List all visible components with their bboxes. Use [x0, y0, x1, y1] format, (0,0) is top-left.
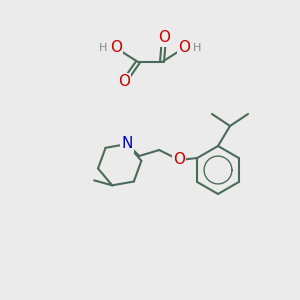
- Text: O: O: [158, 31, 170, 46]
- Text: H: H: [99, 43, 107, 53]
- Text: O: O: [110, 40, 122, 56]
- Text: O: O: [178, 40, 190, 56]
- Text: N: N: [122, 136, 133, 152]
- Text: O: O: [173, 152, 185, 167]
- Text: O: O: [118, 74, 130, 89]
- Text: H: H: [193, 43, 201, 53]
